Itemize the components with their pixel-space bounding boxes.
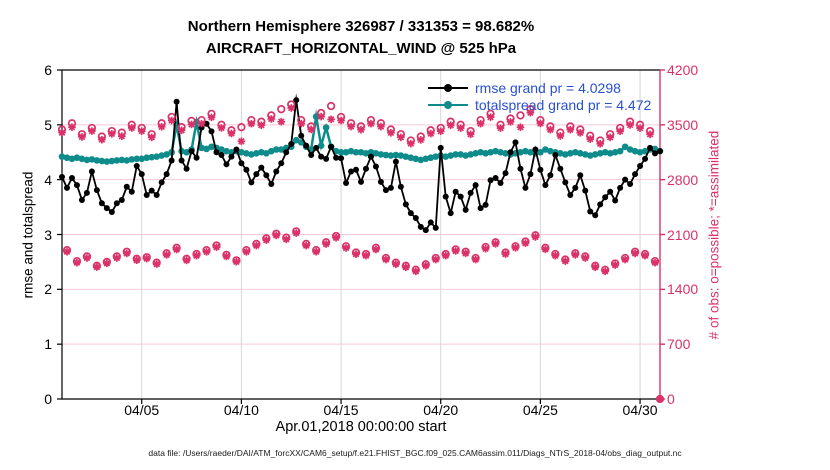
x-axis-title: Apr.01,2018 00:00:00 start — [275, 419, 447, 435]
left-tick-label: 1 — [44, 336, 52, 353]
right-tick-label: 700 — [667, 336, 691, 353]
right-tick-label: 4200 — [667, 62, 699, 78]
left-tick-label: 0 — [44, 391, 52, 407]
chart-title-line1: Northern Hemisphere 326987 / 331353 = 98… — [187, 18, 535, 35]
legend-line-swatch-totalspread — [428, 100, 468, 109]
legend-label-totalspread: totalspread grand pr = 4.472 — [475, 96, 652, 113]
left-tick-label: 2 — [44, 281, 52, 298]
chart-title-line2: AIRCRAFT_HORIZONTAL_WIND @ 525 hPa — [205, 40, 517, 57]
legend-item-rmse: rmse grand pr = 4.0298 — [428, 79, 651, 96]
data-file-path: data file: /Users/raeder/DAI/ATM_forcXX/… — [148, 448, 682, 458]
left-tick-label: 3 — [44, 226, 52, 243]
legend-line-swatch-rmse — [428, 83, 468, 92]
left-tick-label: 5 — [44, 116, 52, 133]
x-tick-label: 04/15 — [323, 402, 359, 418]
legend-marker-dot — [444, 100, 452, 109]
legend-marker-dot — [444, 83, 452, 92]
right-tick-label: 2800 — [667, 171, 699, 188]
x-tick-label: 04/25 — [522, 402, 558, 418]
legend: rmse grand pr = 4.0298 totalspread grand… — [428, 79, 651, 113]
x-tick-label: 04/20 — [423, 402, 459, 418]
x-tick-label: 04/10 — [223, 402, 259, 418]
right-tick-label: 1400 — [667, 281, 699, 298]
legend-item-totalspread: totalspread grand pr = 4.472 — [428, 96, 651, 113]
plot-canvas — [50, 62, 672, 412]
right-tick-label: 2100 — [667, 226, 699, 243]
left-tick-label: 6 — [44, 62, 52, 78]
right-tick-label: 3500 — [667, 116, 699, 133]
legend-label-rmse: rmse grand pr = 4.0298 — [475, 79, 621, 96]
x-tick-label: 04/05 — [124, 402, 160, 418]
x-tick-label: 04/30 — [622, 402, 658, 418]
left-tick-label: 4 — [44, 171, 52, 188]
right-tick-label: 0 — [667, 391, 675, 407]
